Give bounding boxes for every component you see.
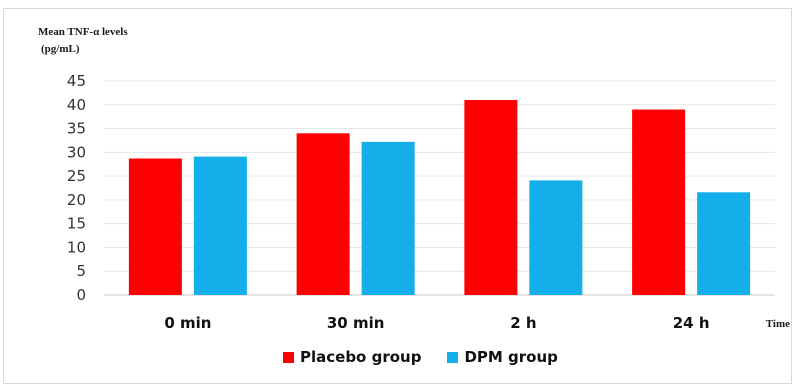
y-tick-label: 30 xyxy=(67,143,86,161)
x-tick-label: 0 min xyxy=(164,314,211,332)
y-tick-label: 40 xyxy=(67,96,86,114)
y-tick-label: 5 xyxy=(76,262,86,280)
bar-dpm xyxy=(193,156,247,295)
bar-placebo xyxy=(296,133,350,295)
y-tick-label: 0 xyxy=(76,286,86,304)
bar-placebo xyxy=(632,109,686,296)
bar-placebo xyxy=(464,100,518,296)
y-tick-label: 20 xyxy=(67,191,86,209)
legend: Placebo group DPM group xyxy=(283,348,584,366)
y-axis-title-line-2: (pg/mL) xyxy=(41,43,80,55)
y-tick-label: 25 xyxy=(67,167,86,185)
x-tick-label: 2 h xyxy=(510,314,536,332)
x-tick-label: 30 min xyxy=(327,314,385,332)
x-tick-label: 24 h xyxy=(673,314,710,332)
legend-swatch-dpm xyxy=(447,351,459,363)
legend-label-placebo: Placebo group xyxy=(300,348,422,366)
y-tick-label: 35 xyxy=(67,120,86,138)
bar-chart: 0 5 10 15 20 25 30 35 40 45 0 min 30 min 2 h 24 h Time xyxy=(67,72,790,332)
chart-frame xyxy=(3,8,792,384)
legend-item-dpm: DPM group xyxy=(447,348,558,366)
y-tick-label: 10 xyxy=(67,238,86,256)
legend-item-placebo: Placebo group xyxy=(283,348,421,366)
y-axis-title-line-1: Mean TNF-α levels xyxy=(38,26,128,38)
x-axis-title: Time xyxy=(766,318,790,330)
bar-dpm xyxy=(529,180,583,295)
bar-dpm xyxy=(361,141,415,295)
y-tick-label: 15 xyxy=(67,215,86,233)
y-tick-label: 45 xyxy=(67,72,86,90)
legend-label-dpm: DPM group xyxy=(464,348,558,366)
bar-dpm xyxy=(697,192,751,295)
bar-placebo xyxy=(128,158,182,295)
legend-swatch-placebo xyxy=(283,351,294,363)
